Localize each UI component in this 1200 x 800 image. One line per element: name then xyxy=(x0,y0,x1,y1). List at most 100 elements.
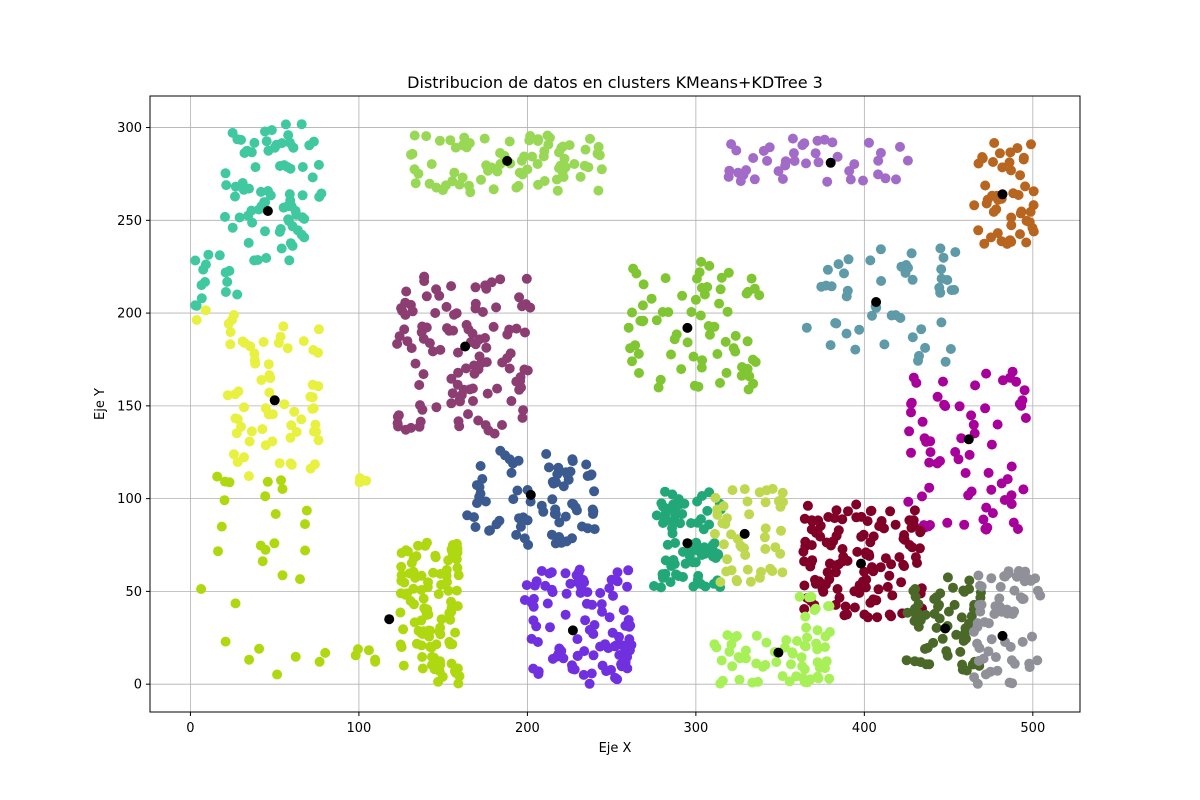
data-point xyxy=(956,612,967,623)
data-point xyxy=(702,505,713,516)
data-point xyxy=(543,139,554,150)
data-point xyxy=(584,678,595,689)
plot-frame xyxy=(149,95,1081,713)
data-point xyxy=(686,307,697,317)
data-point xyxy=(968,419,979,430)
data-point xyxy=(651,315,662,326)
data-point xyxy=(266,125,277,136)
data-point xyxy=(712,349,723,359)
y-axis-label: Eje Y xyxy=(93,388,108,420)
data-point xyxy=(741,288,752,299)
data-point xyxy=(313,159,324,170)
data-point xyxy=(781,635,792,646)
cluster-9 xyxy=(191,305,239,329)
data-point xyxy=(969,672,980,683)
data-point xyxy=(259,197,270,208)
data-point xyxy=(1030,573,1041,584)
data-point xyxy=(777,174,788,184)
data-point xyxy=(909,656,920,667)
data-point xyxy=(831,318,842,329)
data-point xyxy=(320,647,331,658)
data-point xyxy=(978,514,989,525)
data-point xyxy=(449,167,460,178)
data-point xyxy=(395,588,406,599)
data-point xyxy=(746,273,757,284)
y-tick-label: 0 xyxy=(134,678,142,693)
data-point xyxy=(917,491,927,502)
data-point xyxy=(220,267,231,278)
data-point xyxy=(752,676,763,687)
data-point xyxy=(942,517,953,528)
data-point xyxy=(580,615,591,626)
data-point xyxy=(737,362,747,372)
data-point xyxy=(1007,678,1018,689)
data-point xyxy=(419,276,430,287)
data-point xyxy=(488,321,499,332)
data-point xyxy=(646,293,657,304)
data-point xyxy=(456,390,467,400)
data-point xyxy=(430,308,441,318)
data-point xyxy=(696,362,707,373)
data-point xyxy=(942,572,953,583)
data-point xyxy=(909,616,920,626)
data-point xyxy=(821,537,832,548)
data-point xyxy=(718,501,729,512)
cluster-12 xyxy=(462,445,600,550)
centroid-point xyxy=(963,434,974,445)
y-tick-label: 200 xyxy=(117,307,142,322)
data-point xyxy=(935,243,946,254)
data-point xyxy=(832,151,843,162)
data-point xyxy=(742,564,753,575)
data-point xyxy=(548,478,559,489)
data-point xyxy=(627,356,637,367)
data-point xyxy=(581,459,592,470)
chart-title: Distribucion de datos en clusters KMeans… xyxy=(407,73,823,92)
data-point xyxy=(813,157,824,168)
data-point xyxy=(279,399,290,410)
data-point xyxy=(715,284,726,295)
data-point xyxy=(484,525,495,536)
data-point xyxy=(994,148,1005,159)
data-point xyxy=(264,370,275,381)
data-point xyxy=(956,433,967,444)
data-point xyxy=(1015,170,1026,181)
data-point xyxy=(986,634,997,645)
data-point xyxy=(742,336,753,347)
data-point xyxy=(902,607,913,618)
data-point xyxy=(771,657,782,668)
data-point xyxy=(936,273,947,284)
data-point xyxy=(416,585,427,595)
data-point xyxy=(200,305,211,316)
data-point xyxy=(824,673,835,684)
data-point xyxy=(992,228,1003,239)
data-point xyxy=(722,630,733,641)
data-point xyxy=(222,390,233,401)
data-point xyxy=(886,559,897,570)
data-point xyxy=(866,505,877,516)
data-point xyxy=(696,256,707,267)
data-point xyxy=(665,577,676,588)
data-point xyxy=(291,426,302,437)
data-point xyxy=(800,611,811,622)
data-point xyxy=(560,609,571,620)
data-point xyxy=(660,273,671,284)
data-point xyxy=(421,131,432,142)
data-point xyxy=(688,557,698,568)
data-point xyxy=(949,284,960,295)
data-point xyxy=(253,204,264,215)
data-point xyxy=(830,567,841,578)
data-point xyxy=(1006,220,1017,231)
data-point xyxy=(1021,215,1032,226)
data-point xyxy=(773,166,784,177)
data-point xyxy=(787,648,798,659)
data-point xyxy=(802,500,813,511)
data-point xyxy=(876,276,887,286)
data-point xyxy=(542,598,553,609)
data-point xyxy=(879,339,890,350)
data-point xyxy=(677,290,688,301)
data-point xyxy=(988,157,998,167)
data-point xyxy=(820,642,830,653)
data-point xyxy=(426,159,437,170)
data-point xyxy=(398,660,409,671)
